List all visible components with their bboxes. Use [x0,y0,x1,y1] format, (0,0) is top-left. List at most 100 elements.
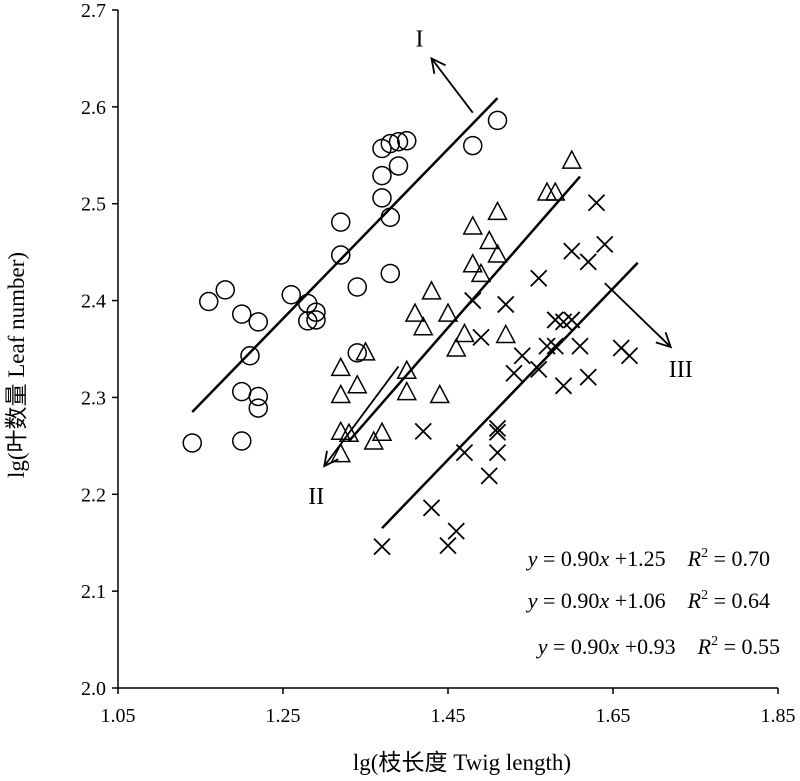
marker-cross [530,269,548,287]
annotation-arrow-III [604,282,672,348]
fit-line-III [381,261,639,530]
marker-circle [306,310,326,330]
marker-cross [497,295,515,314]
marker-circle [248,312,268,332]
marker-cross [480,467,498,485]
y-tick-label: 2.3 [81,387,106,409]
marker-circle [281,285,301,305]
marker-triangle [355,341,376,361]
marker-circle [232,431,252,451]
marker-circle [306,302,326,322]
marker-circle [347,343,367,363]
marker-triangle [479,229,500,250]
marker-circle [347,277,367,297]
marker-triangle [413,316,434,336]
marker-circle [372,165,392,186]
group-label-II: II [308,484,324,510]
marker-triangle [330,442,351,463]
marker-cross [505,364,523,382]
marker-triangle [462,253,483,273]
marker-circle [199,291,219,312]
marker-circle [215,280,235,300]
marker-triangle [561,149,582,169]
marker-triangle [437,302,459,322]
axes: 1.05 1.25 1.45 1.65 1.85 2.0 2.1 2.2 2.3 2.4 2.5 2.… [81,0,796,727]
marker-triangle [371,421,393,442]
marker-cross [513,347,531,365]
marker-cross [472,328,490,347]
marker-cross [447,522,465,540]
marker-triangle [454,322,475,343]
marker-circle [240,346,260,366]
marker-cross [488,419,507,438]
marker-triangle [396,359,417,380]
marker-circle [388,131,409,152]
x-tick-label: 1.45 [431,705,466,727]
marker-circle [380,207,400,228]
marker-cross [571,337,589,355]
marker-cross [464,291,482,310]
marker-triangle [347,374,368,394]
y-tick-label: 2.6 [81,97,106,119]
marker-cross [439,536,457,555]
equation-2: y = 0.90x +1.06 R2 = 0.64 [526,588,770,613]
marker-circle [331,245,351,265]
marker-triangle [487,200,508,221]
marker-cross [530,360,548,378]
marker-circle [397,131,417,151]
marker-triangle [404,302,426,322]
marker-cross [579,253,597,271]
x-tick-label: 1.85 [761,705,796,727]
marker-circle [232,304,252,324]
marker-cross [422,499,441,517]
marker-triangle [470,262,492,283]
annotation-arrow-II [323,365,400,467]
marker-cross [373,537,391,556]
marker-cross [455,444,474,462]
marker-cross [538,337,556,355]
marker-triangle [396,380,417,401]
marker-triangle [421,280,442,300]
fit-lines [191,97,639,530]
marker-triangle [446,337,467,357]
x-tick-label: 1.25 [266,705,301,727]
marker-triangle [495,323,516,344]
marker-cross [579,368,597,386]
x-tick-label: 1.65 [596,705,631,727]
y-tick-label: 2.0 [81,678,106,700]
marker-circle [248,398,268,418]
regression-equations: y = 0.90x +1.25 R2 = 0.70 y = 0.90x +1.06… [526,546,780,659]
marker-circle [331,212,351,232]
arrowhead-II [323,450,339,468]
marker-circle [380,263,400,284]
y-axis-title: lg(叶数量 Leaf number) [4,252,29,478]
x-tick-label: 1.05 [101,705,136,727]
marker-triangle [338,422,360,442]
marker-circle [182,433,202,453]
marker-circle [380,133,400,154]
marker-cross [620,347,639,365]
data-markers [182,110,639,556]
x-axis-title: lg(枝长度 Twig length) [353,750,571,775]
marker-circle [372,188,392,208]
marker-cross [563,242,581,260]
fit-line-I [191,97,499,413]
marker-triangle [330,356,351,377]
marker-cross [596,235,614,254]
y-tick-label: 2.1 [81,581,106,603]
y-tick-label: 2.2 [81,484,106,506]
marker-cross [587,194,606,212]
arrowhead-III [655,331,673,349]
y-tick-label: 2.4 [81,291,106,313]
fit-line-II [348,175,581,442]
equation-1: y = 0.90x +1.25 R2 = 0.70 [526,546,770,571]
marker-cross [414,422,432,440]
marker-triangle [462,215,483,235]
y-tick-label: 2.5 [81,194,106,216]
marker-triangle [330,383,351,404]
marker-triangle [545,181,566,201]
marker-circle [487,110,508,131]
marker-triangle [429,383,450,404]
